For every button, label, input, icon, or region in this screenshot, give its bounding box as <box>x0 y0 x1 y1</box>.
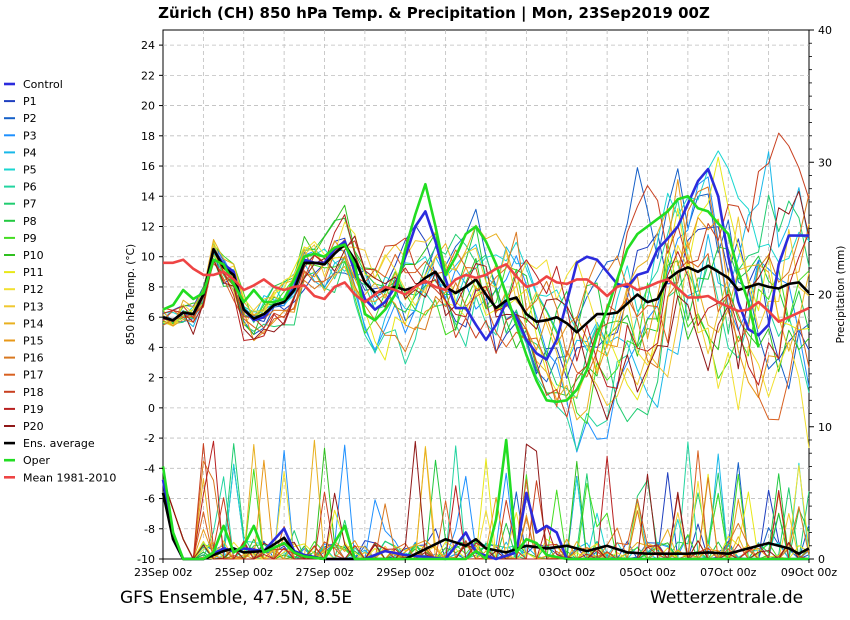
temp-line-p4 <box>162 151 810 408</box>
y-tick-label: -4 <box>144 462 155 475</box>
temp-line-mean-1981-2010 <box>163 258 810 323</box>
x-tick-label: 29Sep 00z <box>376 566 434 579</box>
x-tick-label: 25Sep 00z <box>215 566 273 579</box>
y-tick-label: 4 <box>148 341 155 354</box>
legend-label: P5 <box>23 164 37 177</box>
temp-line-p14 <box>162 208 810 421</box>
legend-label: P17 <box>23 369 44 382</box>
x-tick-label: 23Sep 00z <box>134 566 192 579</box>
legend-label: P3 <box>23 129 37 142</box>
y-tick-label: 6 <box>148 311 155 324</box>
temp-line-p17 <box>162 238 810 421</box>
x-axis-label: Date (UTC) <box>457 588 514 600</box>
legend-label: P19 <box>23 403 44 416</box>
y-tick-label: 16 <box>141 160 155 173</box>
y-axis-label: 850 hPa Temp. (°C) <box>125 244 137 345</box>
y-tick-label: 12 <box>141 220 155 233</box>
legend-label: P8 <box>23 215 37 228</box>
precip-line-p15 <box>162 459 809 560</box>
legend-label: P15 <box>23 335 44 348</box>
y2-tick-label: 30 <box>818 156 832 169</box>
precip-line-oper <box>161 438 809 561</box>
legend-label: Oper <box>23 454 50 467</box>
legend-label: P11 <box>23 266 44 279</box>
source-label: Wetterzentrale.de <box>650 588 804 608</box>
temp-line-oper <box>162 182 760 404</box>
legend-label: P9 <box>23 232 37 245</box>
y-tick-label: 24 <box>141 39 155 52</box>
temp-line-p20 <box>162 190 810 421</box>
temp-line-p19 <box>162 214 810 389</box>
legend-label: P2 <box>23 112 37 125</box>
legend-label: P12 <box>23 283 44 296</box>
y-tick-label: 8 <box>148 281 155 294</box>
y-tick-label: 2 <box>148 372 155 385</box>
legend-label: P6 <box>23 181 37 194</box>
axes: -10-8-6-4-202468101214161820222401020304… <box>125 24 847 600</box>
model-info: GFS Ensemble, 47.5N, 8.5E <box>120 588 353 608</box>
y-tick-label: 10 <box>141 251 155 264</box>
y-tick-label: 22 <box>141 69 155 82</box>
y-tick-label: 20 <box>141 100 155 113</box>
legend-label: P10 <box>23 249 44 262</box>
legend-label: Mean 1981-2010 <box>23 471 116 484</box>
y-tick-label: -10 <box>137 553 155 566</box>
y-tick-label: 18 <box>141 130 155 143</box>
legend-label: P16 <box>23 352 44 365</box>
y-tick-label: 14 <box>141 190 155 203</box>
temp-line-ens-average <box>162 243 810 334</box>
series-layer <box>161 132 810 561</box>
legend-label: Control <box>23 78 63 91</box>
y-tick-label: -2 <box>144 432 155 445</box>
y2-tick-label: 10 <box>818 421 832 434</box>
y-tick-label: -8 <box>144 523 155 536</box>
y2-axis-label: Precipitation (mm) <box>835 246 847 344</box>
legend-label: Ens. average <box>23 437 95 450</box>
y-tick-label: -6 <box>144 493 155 506</box>
chart-title: Zürich (CH) 850 hPa Temp. & Precipitatio… <box>158 4 710 23</box>
x-tick-label: 27Sep 00z <box>296 566 354 579</box>
y2-tick-label: 40 <box>818 24 832 37</box>
temp-line-p18 <box>162 132 810 418</box>
legend-label: P14 <box>23 317 44 330</box>
legend-label: P13 <box>23 300 44 313</box>
x-tick-label: 01Oct 00z <box>458 566 515 579</box>
legend-label: P4 <box>23 146 37 159</box>
legend-label: P18 <box>23 386 44 399</box>
y2-tick-label: 20 <box>818 289 832 302</box>
legend: Control P1 P2 P3 P4 P5 P6 P7 P8 P9 P10 P11 P12 P13 P14… <box>4 78 116 484</box>
x-tick-label: 09Oct 00z <box>781 566 838 579</box>
temp-line-p3 <box>162 176 810 453</box>
x-tick-label: 07Oct 00z <box>700 566 757 579</box>
x-tick-label: 03Oct 00z <box>539 566 596 579</box>
temp-line-p16 <box>162 186 810 369</box>
x-tick-label: 05Oct 00z <box>619 566 676 579</box>
precip-line-control <box>161 479 809 561</box>
y-tick-label: 0 <box>148 402 155 415</box>
y2-tick-label: 0 <box>818 553 825 566</box>
legend-label: P20 <box>23 420 44 433</box>
temp-line-p7 <box>162 194 810 423</box>
legend-label: P1 <box>23 95 37 108</box>
legend-label: P7 <box>23 198 37 211</box>
